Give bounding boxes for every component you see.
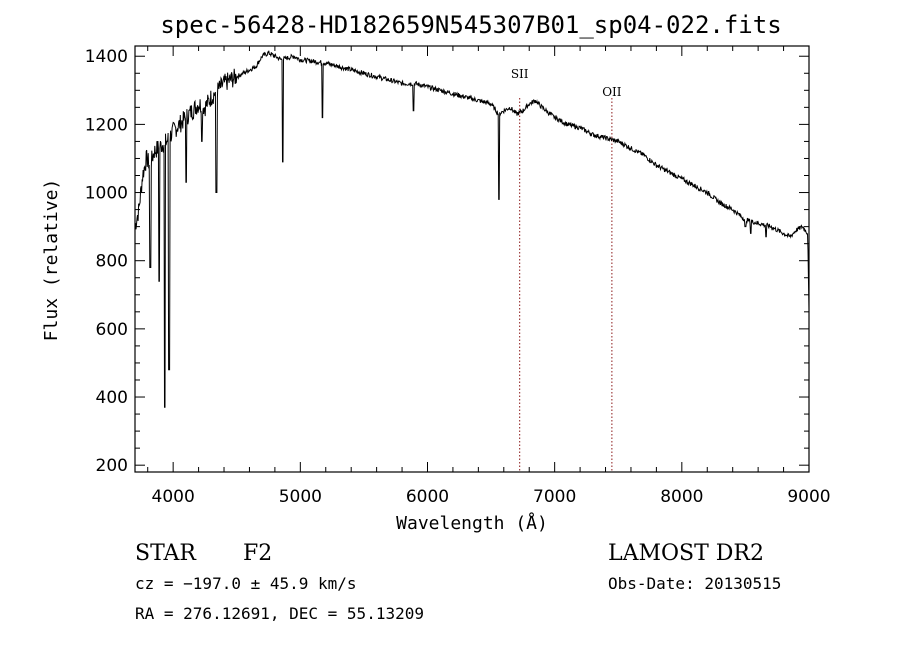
coordinates-text: RA = 276.12691, DEC = 55.13209 — [135, 604, 424, 623]
x-tick-label: 9000 — [787, 487, 830, 507]
x-tick-label: 5000 — [279, 487, 322, 507]
y-tick-label: 800 — [96, 252, 128, 272]
y-tick-label: 1000 — [85, 184, 128, 204]
x-tick-label: 4000 — [152, 487, 195, 507]
object-type: STAR — [135, 541, 197, 566]
y-tick-label: 200 — [96, 456, 128, 476]
chart-title: spec-56428-HD182659N545307B01_sp04-022.f… — [160, 11, 781, 39]
y-axis-label: Flux (relative) — [41, 179, 62, 342]
obs-date: Obs-Date: 20130515 — [608, 574, 781, 593]
x-axis-label: Wavelength (Å) — [396, 512, 548, 534]
plot-frame — [134, 45, 810, 473]
x-tick-label: 7000 — [533, 487, 576, 507]
survey-label: LAMOST DR2 — [608, 541, 764, 566]
reference-line-label-oii: OII — [602, 85, 622, 99]
spectral-subclass: F2 — [243, 541, 272, 566]
spectrum-line — [134, 50, 810, 408]
reference-line-label-sii: SII — [511, 67, 529, 81]
y-tick-label: 1200 — [85, 115, 128, 135]
x-tick-label: 6000 — [406, 487, 449, 507]
redshift-text: cz = −197.0 ± 45.9 km/s — [135, 574, 357, 593]
x-tick-label: 8000 — [660, 487, 703, 507]
axis-ticks: 4000 5000 6000 7000 8000 9000 200 400 600 800 1000… — [85, 46, 831, 507]
y-tick-label: 1400 — [85, 47, 128, 67]
y-tick-label: 400 — [96, 388, 128, 408]
y-tick-label: 600 — [96, 320, 128, 340]
plot-area: SII OII — [134, 50, 810, 472]
